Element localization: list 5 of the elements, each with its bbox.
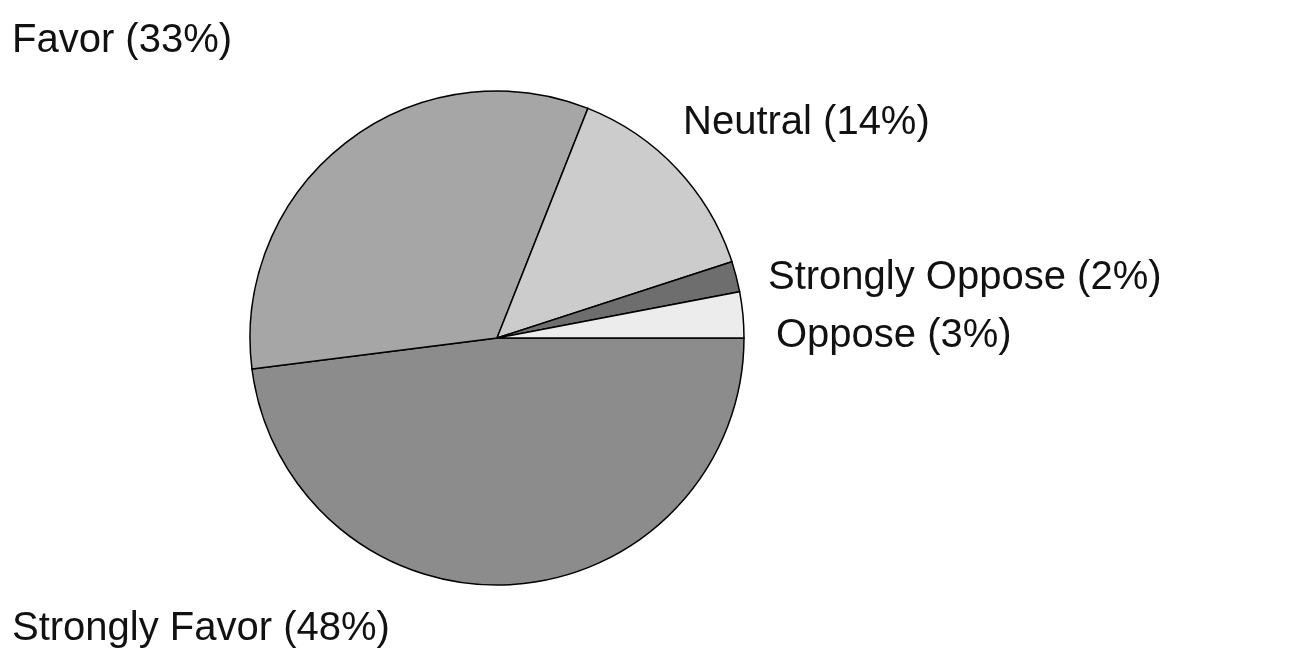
- slice-label: Strongly Oppose (2%): [768, 253, 1162, 297]
- slice-label: Oppose (3%): [776, 311, 1012, 355]
- slice-label: Favor (33%): [12, 16, 233, 60]
- slice-label: Neutral (14%): [683, 98, 930, 142]
- slice-label: Strongly Favor (48%): [12, 604, 390, 648]
